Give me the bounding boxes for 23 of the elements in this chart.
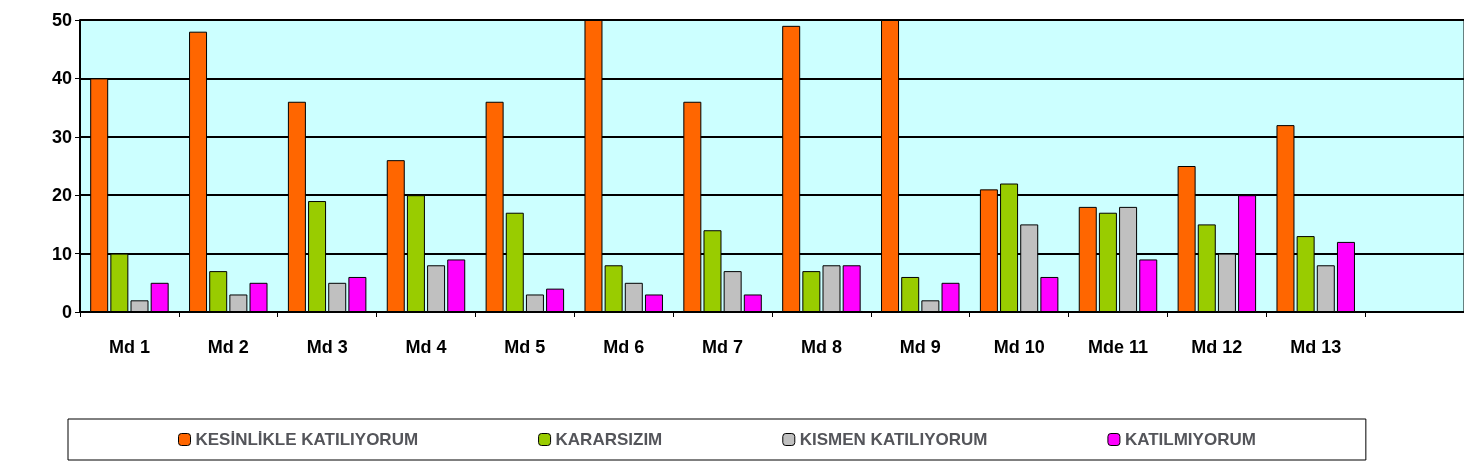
x-tick-label: Md 2	[207, 337, 249, 357]
y-tick-label: 30	[51, 126, 72, 147]
x-tick-label: Mde 11	[1087, 337, 1149, 357]
y-tick-label: 40	[51, 68, 72, 89]
y-tick-label: 50	[51, 10, 72, 30]
legend-label: KATILMIYORUM	[1124, 430, 1256, 449]
x-tick-label: Md 13	[1290, 337, 1342, 357]
y-tick-label: 0	[61, 302, 72, 322]
x-tick-label: Md 10	[993, 337, 1045, 357]
x-tick-label: Md 5	[504, 337, 546, 357]
legend-label: KISMEN KATILIYORUM	[799, 430, 988, 449]
x-tick-label: Md 12	[1191, 337, 1243, 357]
x-tick-label: Md 8	[800, 337, 842, 357]
legend-label: KESİNLİKLE KATILIYORUM	[195, 430, 419, 449]
x-tick-label: Md 7	[702, 337, 744, 357]
x-tick-label: Md 6	[603, 337, 645, 357]
legend-label: KARARSIZIM	[555, 430, 663, 449]
y-tick-label: 10	[51, 243, 72, 264]
x-tick-label: Md 3	[306, 337, 348, 357]
y-tick-label: 20	[51, 185, 72, 206]
x-tick-label: Md 4	[405, 337, 447, 357]
x-tick-label: Md 9	[899, 337, 941, 357]
x-tick-label: Md 1	[108, 337, 150, 357]
